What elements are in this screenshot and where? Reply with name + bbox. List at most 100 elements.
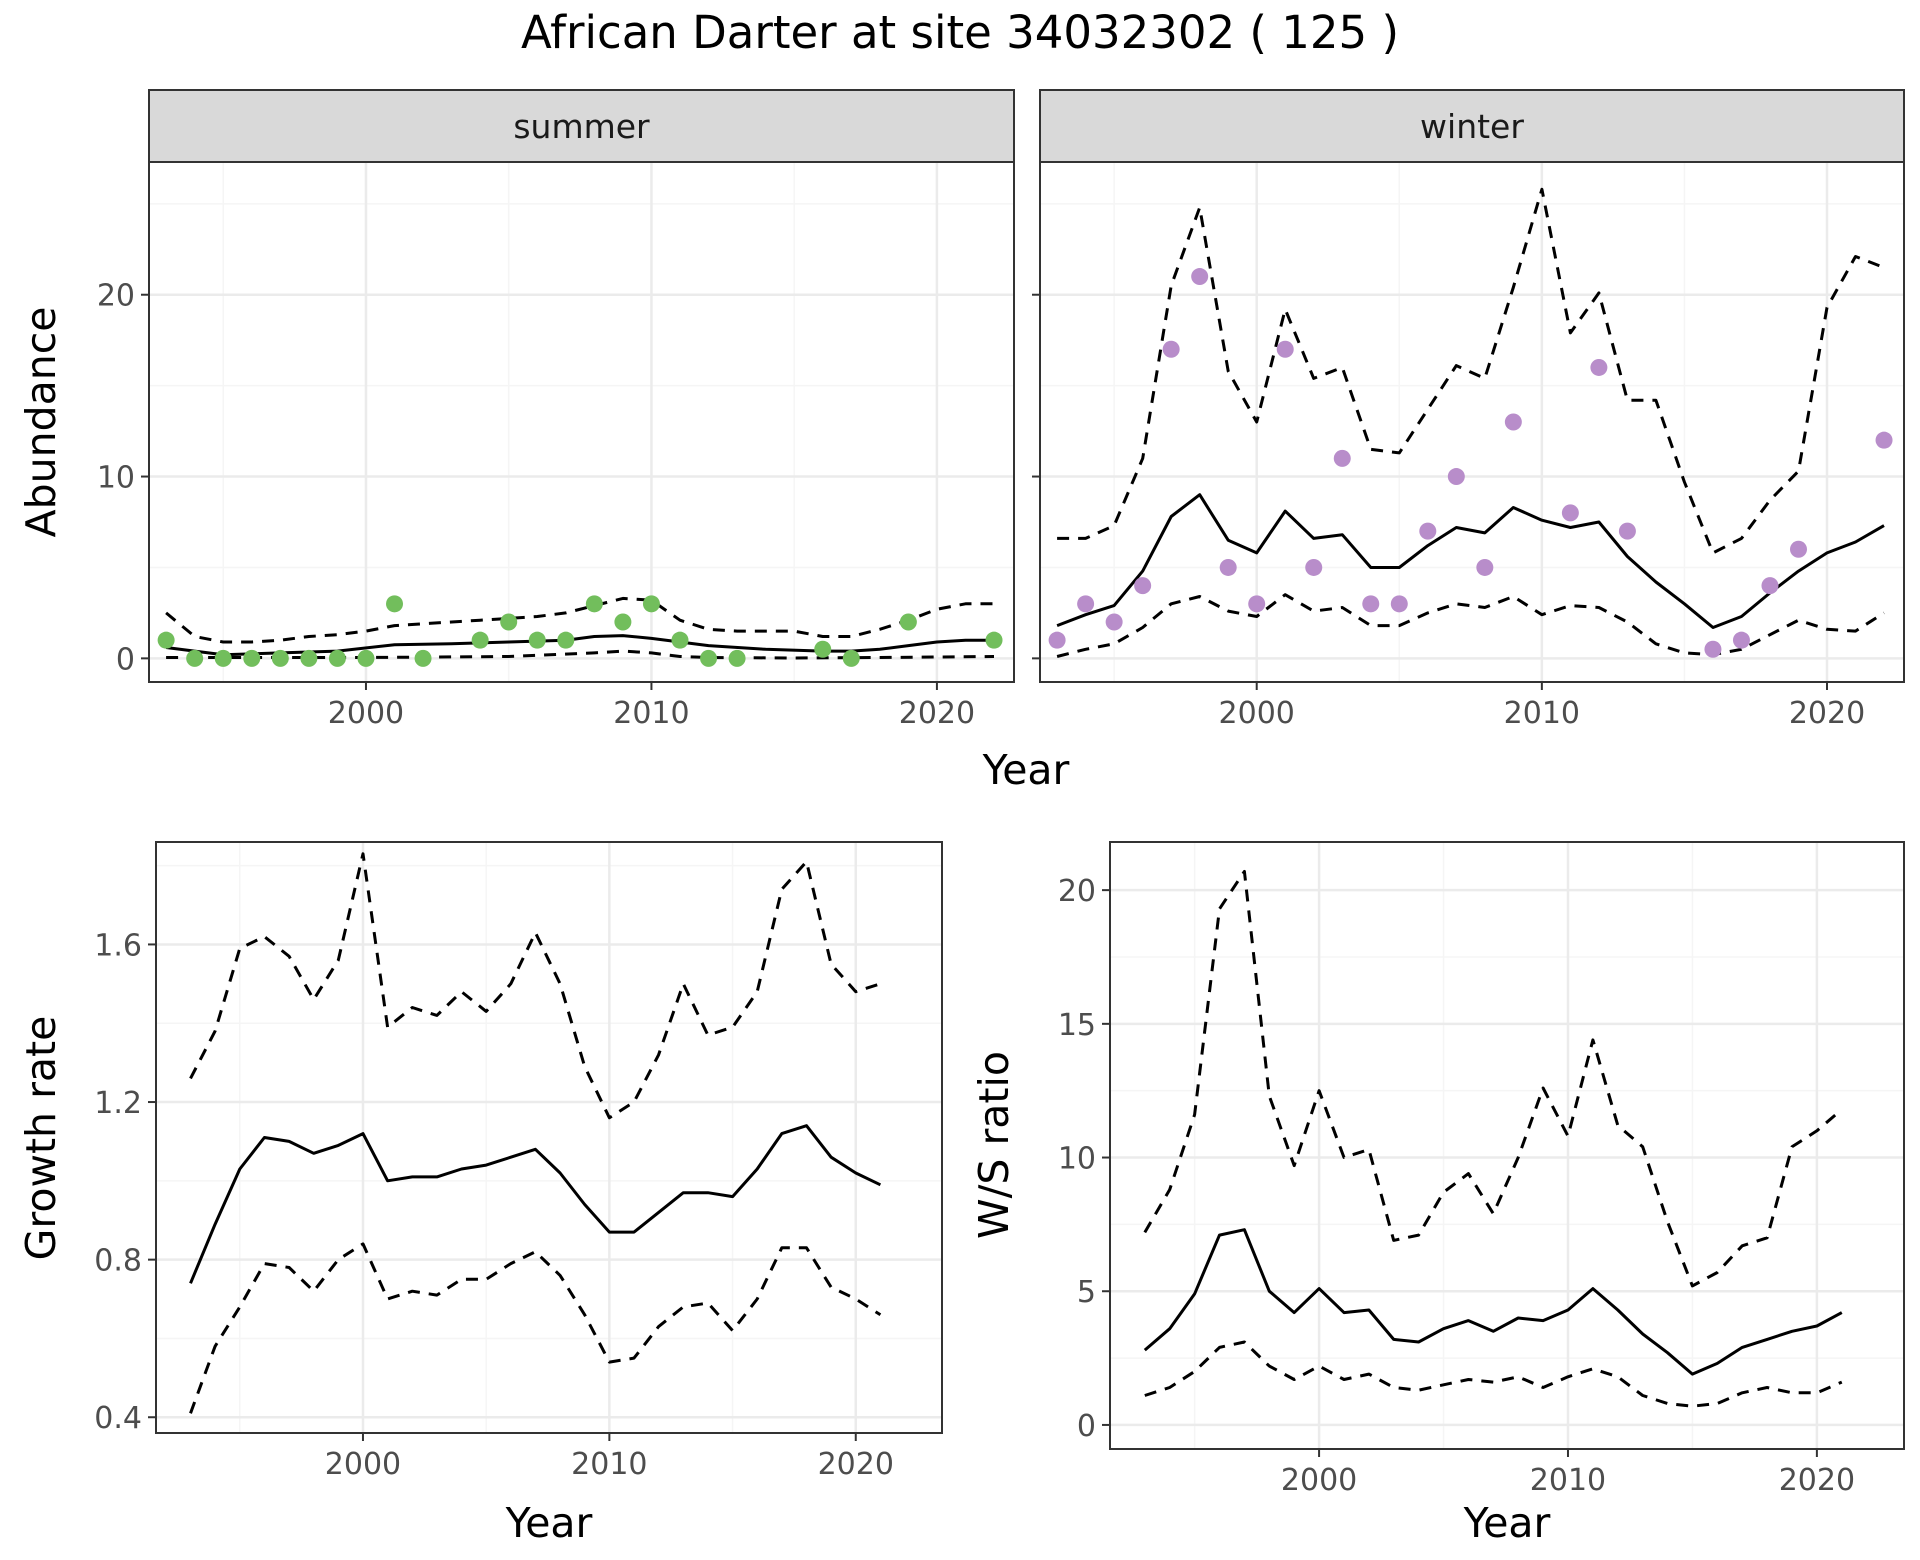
y-tick-label: 10 <box>1058 1142 1096 1177</box>
data-point <box>414 649 432 667</box>
panel-background <box>1110 842 1904 1449</box>
y-tick-label: 0.8 <box>94 1244 142 1279</box>
y-tick-label: 5 <box>1077 1275 1096 1310</box>
fitted-line <box>165 634 994 657</box>
facet-strip <box>148 89 1015 163</box>
panel-border <box>1039 161 1905 683</box>
confidence-band-line <box>166 649 995 660</box>
data-point <box>1789 540 1807 558</box>
data-point <box>386 595 404 613</box>
data-point <box>1162 340 1180 358</box>
fitted-line <box>1143 1228 1843 1376</box>
data-point <box>186 649 204 667</box>
y-tick-label: 20 <box>97 279 135 314</box>
confidence-band-line <box>1144 1340 1843 1408</box>
panel-border <box>148 161 1015 683</box>
data-point <box>585 595 603 613</box>
facet-strip-label: winter <box>1420 107 1524 146</box>
data-point <box>700 649 718 667</box>
confidence-band-line <box>1143 869 1843 1288</box>
x-tick-label: 2000 <box>328 696 404 731</box>
x-tick-label: 2020 <box>1779 1463 1855 1498</box>
x-tick-label: 2010 <box>1504 696 1580 731</box>
chart-title: African Darter at site 34032302 ( 125 ) <box>521 6 1399 59</box>
x-tick-label: 2010 <box>571 1447 647 1482</box>
panel-border <box>155 841 943 1434</box>
data-point <box>557 631 575 649</box>
data-point <box>300 649 318 667</box>
x-tick-label: 2020 <box>899 696 975 731</box>
data-point <box>243 649 261 667</box>
y-tick-label: 1.6 <box>94 928 142 963</box>
data-point <box>1191 268 1209 286</box>
abundance-plot: summer 2000 2010 2020 0 10 20 winter 2000 2010 202… <box>17 89 1905 794</box>
data-point <box>357 649 375 667</box>
data-point <box>1390 595 1408 613</box>
x-tick-label: 2010 <box>1530 1463 1606 1498</box>
data-point <box>1305 558 1323 576</box>
data-point <box>614 613 632 631</box>
confidence-band-line <box>189 852 881 1120</box>
confidence-band-line <box>1057 187 1885 555</box>
data-point <box>1504 413 1522 431</box>
data-point <box>1875 431 1893 449</box>
data-point <box>471 631 489 649</box>
data-point <box>1561 504 1579 522</box>
data-point <box>728 649 746 667</box>
data-point <box>500 613 518 631</box>
data-point <box>1105 613 1123 631</box>
confidence-band-line <box>1056 593 1885 658</box>
growth-rate-plot: 2000 2010 2020 0.4 0.8 1.2 1.6 Year Growth rate <box>17 841 943 1547</box>
data-point <box>1618 522 1636 540</box>
y-axis-title: W/S ratio <box>970 1051 1018 1239</box>
data-point <box>1276 340 1294 358</box>
data-point <box>1048 631 1066 649</box>
data-point <box>1704 640 1722 658</box>
x-tick-label: 2020 <box>818 1447 894 1482</box>
confidence-band-line <box>165 596 994 644</box>
x-axis-title: Year <box>1463 1499 1551 1547</box>
data-point <box>1077 595 1095 613</box>
y-tick-label: 0.4 <box>94 1401 142 1436</box>
data-point <box>1219 558 1237 576</box>
y-tick-label: 20 <box>1058 874 1096 909</box>
y-tick-label: 0 <box>116 642 135 677</box>
data-point <box>1447 468 1465 486</box>
data-point <box>214 649 232 667</box>
y-tick-label: 10 <box>97 461 135 496</box>
data-point <box>642 595 660 613</box>
data-point <box>328 649 346 667</box>
data-point <box>1248 595 1266 613</box>
fitted-line <box>1056 493 1885 629</box>
data-point <box>1732 631 1750 649</box>
y-tick-label: 1.2 <box>94 1086 142 1121</box>
y-axis-title: Abundance <box>17 307 65 538</box>
facet-panel-winter: winter 2000 2010 2020 <box>1032 89 1905 731</box>
data-point <box>1134 577 1152 595</box>
x-axis-title: Year <box>505 1499 593 1547</box>
x-tick-label: 2000 <box>1219 696 1295 731</box>
y-axis-title: Growth rate <box>17 1016 65 1261</box>
panel-background <box>149 162 1014 682</box>
facet-panel-summer: summer 2000 2010 2020 0 10 20 <box>97 89 1015 731</box>
data-point <box>1362 595 1380 613</box>
data-point <box>1590 358 1608 376</box>
data-point <box>1419 522 1437 540</box>
panel-border <box>1109 841 1905 1450</box>
facet-strip <box>1039 89 1905 163</box>
data-point <box>528 631 546 649</box>
panel-background <box>156 842 942 1433</box>
x-axis-title: Year <box>982 746 1070 794</box>
x-tick-label: 2010 <box>613 696 689 731</box>
data-point <box>842 649 860 667</box>
data-point <box>1761 577 1779 595</box>
fitted-line <box>189 1124 882 1284</box>
data-point <box>157 631 175 649</box>
x-tick-label: 2000 <box>325 1447 401 1482</box>
y-tick-label: 15 <box>1058 1008 1096 1043</box>
confidence-band-line <box>189 1242 882 1414</box>
x-tick-label: 2000 <box>1281 1463 1357 1498</box>
data-point <box>1333 449 1351 467</box>
data-point <box>671 631 689 649</box>
